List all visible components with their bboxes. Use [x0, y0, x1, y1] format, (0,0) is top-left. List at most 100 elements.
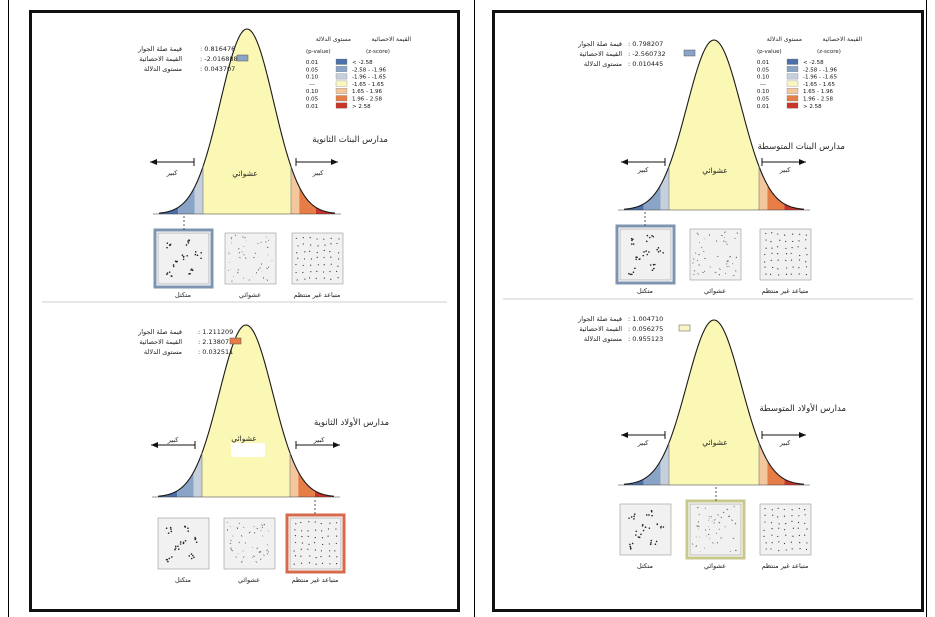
legend-z-range: -1.96 - -1.65 [803, 75, 837, 81]
arrow-right-head [333, 442, 340, 448]
pattern-points [227, 234, 273, 282]
curve-outline [157, 324, 335, 497]
legend-row: 0.05 -2.58 - -1.96 [757, 66, 837, 73]
arrow-right-head [799, 159, 806, 165]
legend-row: 0.10 1.65 - 1.96 [757, 88, 833, 95]
legend-z-range: < -2.58 [803, 60, 824, 66]
pattern-points [295, 236, 340, 281]
random-center-label: عشوائي [232, 169, 257, 178]
pattern-box-random: عشوائي [223, 517, 276, 584]
pattern-boxes: متكتل عشوائي متباعد غير منتظم [157, 513, 346, 584]
significant-left-label: كبير [637, 439, 650, 447]
legend-swatch [786, 102, 799, 109]
pattern-area [619, 503, 672, 556]
diagram-title: مدارس الأولاد المتوسطة [759, 403, 846, 414]
curve-region-z-165-196 [291, 166, 300, 214]
significant-right-label: كبير [779, 439, 792, 447]
pattern-label-clustered: متكتل [637, 287, 653, 295]
legend-swatch [335, 80, 348, 87]
pattern-box-dispersed: متباعد غير منتظم [285, 513, 346, 584]
p-value-label: مستوى الدلالة [144, 65, 182, 73]
pattern-label-clustered: متكتل [637, 562, 653, 570]
pattern-box-dispersed: متباعد غير منتظم [759, 503, 812, 570]
legend-p-value: 0.01 [757, 104, 769, 110]
legend-head-z: القيمة الاحصائية [823, 36, 863, 43]
p-value-value: : 0.032511 [198, 348, 233, 356]
arrow-right-head [799, 432, 806, 438]
diagram-boys-intermediate: مدارس الأولاد المتوسطة قيمة صلة الجوار :… [577, 315, 846, 570]
curve-region-neutral [203, 29, 291, 214]
table-border-left [8, 0, 9, 617]
legend-row: 0.01 < -2.58 [306, 58, 373, 66]
curve-region-z-165-196 [290, 452, 299, 497]
z-score-swatch [236, 54, 249, 62]
pattern-points [691, 505, 737, 552]
random-center-label: عشوائي [231, 434, 256, 443]
z-score-swatch [683, 49, 696, 57]
direction-arrows: كبير كبير عشوائي [151, 434, 340, 457]
legend-swatch [335, 66, 348, 72]
legend-head-z: القيمة الاحصائية [372, 36, 412, 43]
significant-right-label: كبير [312, 169, 325, 177]
legend-z-range: 1.96 - 2.58 [352, 97, 382, 103]
pattern-points [165, 525, 198, 563]
legend-row: 0.10 1.65 - 1.96 [306, 88, 382, 95]
direction-arrows: كبير كبير عشوائي [150, 158, 338, 178]
pattern-boxes: متكتل عشوائي متباعد غير منتظم [619, 499, 812, 570]
z-score-value: : 2.138072 [198, 338, 233, 346]
table-border-right [926, 0, 927, 617]
significant-left-label: كبير [166, 169, 179, 177]
legend-sub-p: (p-value) [757, 49, 782, 55]
curve-region-z-lt-258 [624, 203, 644, 210]
pattern-area [759, 503, 812, 556]
legend-sub-z: (z-score) [366, 49, 390, 55]
pattern-area [224, 232, 277, 285]
legend-swatch [335, 102, 348, 109]
legend-row: 0.01 < -2.58 [757, 58, 824, 66]
diagram-title: مدارس الأولاد الثانوية [314, 417, 389, 428]
p-value-label: مستوى الدلالة [584, 60, 622, 68]
legend-head-p: مستوى الدلالة [316, 36, 351, 43]
diagram-girls-intermediate: مدارس البنات المتوسطة قيمة صلة الجوار : … [577, 36, 862, 295]
significant-left-label: كبير [167, 436, 180, 444]
z-score-value: : 0.056275 [628, 325, 663, 333]
legend-row: --- -1.65 - 1.65 [760, 80, 835, 88]
p-value-value: : 0.010445 [628, 60, 663, 68]
legend-p-value: 0.01 [757, 60, 769, 66]
legend-z-range: > 2.58 [352, 104, 371, 110]
nn-ratio-value: : 1.004710 [628, 315, 663, 323]
curve-outline [158, 28, 336, 214]
legend-p-value: 0.05 [306, 67, 319, 73]
pattern-label-clustered: متكتل [175, 576, 191, 584]
pattern-area [619, 228, 672, 281]
pattern-highlight [285, 513, 346, 574]
bell-curve [618, 39, 810, 211]
pattern-points [628, 234, 664, 276]
pattern-points [628, 509, 665, 550]
legend-z-range: > 2.58 [803, 104, 822, 110]
legend: القيمة الاحصائية مستوى الدلالة (p-value)… [757, 36, 862, 110]
legend-p-value: 0.10 [306, 75, 319, 81]
curve-region-z-196-165 [660, 442, 669, 485]
panel-right: مدارس البنات المتوسطة قيمة صلة الجوار : … [492, 10, 924, 612]
legend-swatch [786, 66, 799, 72]
significant-right-label: كبير [779, 166, 792, 174]
curve-region-z-196-165 [660, 166, 669, 210]
pattern-label-random: عشوائي [704, 287, 726, 295]
arrow-left-head [150, 159, 157, 165]
legend-swatch [786, 88, 799, 94]
legend-sub-p: (p-value) [306, 49, 331, 55]
legend-row: 0.05 -2.58 - -1.96 [306, 66, 386, 73]
legend-z-range: 1.65 - 1.96 [803, 89, 833, 95]
pattern-points [293, 521, 338, 565]
significant-left-label: كبير [637, 166, 650, 174]
pattern-box-clustered: متكتل [153, 228, 214, 299]
random-center-label: عشوائي [702, 166, 727, 175]
nn-ratio-value: : 0.798207 [628, 40, 663, 48]
pattern-label-random: عشوائي [239, 291, 261, 299]
pattern-label-random: عشوائي [704, 562, 726, 570]
legend-p-value: --- [760, 82, 766, 88]
z-score-swatch [229, 337, 242, 345]
legend-row: 0.01 > 2.58 [306, 102, 371, 110]
bell-curve [152, 324, 340, 498]
